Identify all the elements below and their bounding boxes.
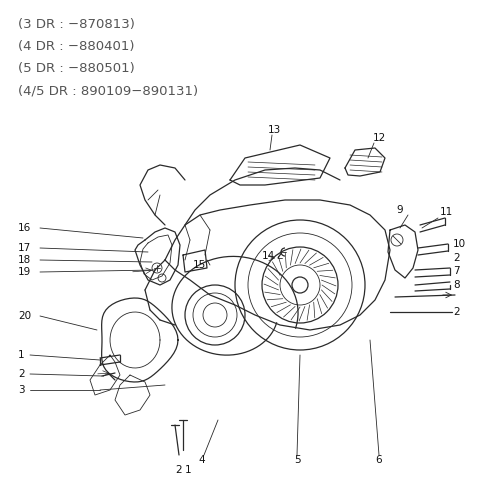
Text: 2: 2 xyxy=(453,307,460,317)
Text: 3: 3 xyxy=(18,385,24,395)
Text: 14: 14 xyxy=(262,251,275,261)
Text: 6: 6 xyxy=(375,455,382,465)
Text: 1: 1 xyxy=(185,465,192,475)
Text: 12: 12 xyxy=(373,133,386,143)
Text: 15: 15 xyxy=(193,260,206,270)
Text: 2: 2 xyxy=(18,369,24,379)
Text: 13: 13 xyxy=(268,125,281,135)
Text: 10: 10 xyxy=(453,239,466,249)
Text: 1: 1 xyxy=(18,350,24,360)
Text: 11: 11 xyxy=(440,207,453,217)
Text: (3 DR : −870813): (3 DR : −870813) xyxy=(18,18,135,31)
Text: 2: 2 xyxy=(453,253,460,263)
Text: (5 DR : −880501): (5 DR : −880501) xyxy=(18,62,135,75)
Text: 5: 5 xyxy=(294,455,300,465)
Text: 17: 17 xyxy=(18,243,31,253)
Text: 18: 18 xyxy=(18,255,31,265)
Text: 16: 16 xyxy=(18,223,31,233)
Text: 8: 8 xyxy=(453,280,460,290)
Text: 19: 19 xyxy=(18,267,31,277)
Text: 2: 2 xyxy=(175,465,181,475)
Text: 9: 9 xyxy=(396,205,403,215)
Text: 20: 20 xyxy=(18,311,31,321)
Text: 4: 4 xyxy=(198,455,204,465)
Text: (4 DR : −880401): (4 DR : −880401) xyxy=(18,40,134,53)
Text: 7: 7 xyxy=(453,266,460,276)
Text: (4/5 DR : 890109−890131): (4/5 DR : 890109−890131) xyxy=(18,84,198,97)
